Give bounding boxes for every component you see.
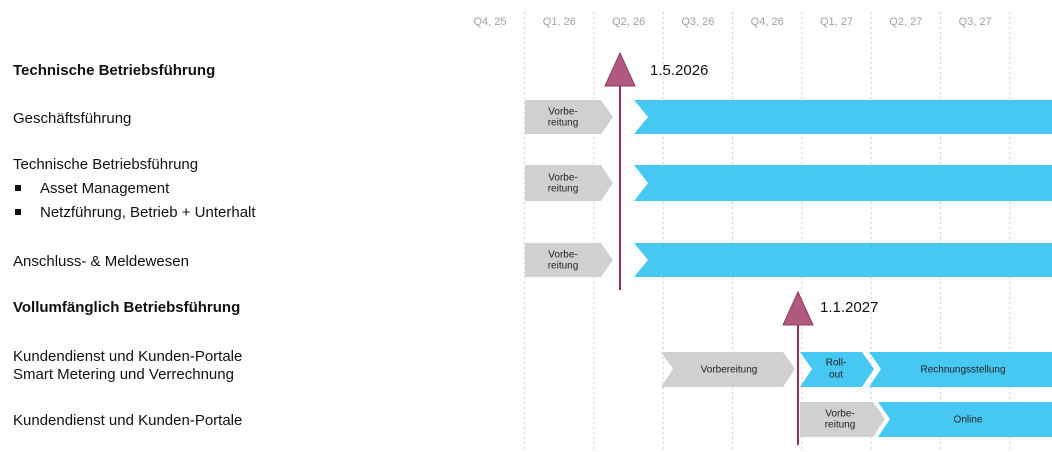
bar-label: reitung bbox=[825, 420, 856, 431]
row-label: Smart Metering und Verrechnung bbox=[13, 366, 234, 383]
row-bullet: Netzführung, Betrieb + Unterhalt bbox=[40, 204, 256, 221]
phase-bar bbox=[800, 352, 874, 387]
milestone-label: 1.1.2027 bbox=[820, 299, 878, 316]
section-label: Technische Betriebsführung bbox=[13, 62, 215, 79]
bar-label: Vorbereitung bbox=[701, 365, 758, 376]
bar-label: out bbox=[829, 370, 843, 381]
phase-bar bbox=[661, 352, 795, 387]
quarter-label: Q3, 27 bbox=[959, 16, 992, 28]
row-label: Geschäftsführung bbox=[13, 110, 131, 127]
bar-label: Vorbe- bbox=[548, 250, 577, 261]
quarter-label: Q4, 25 bbox=[473, 16, 506, 28]
quarter-label: Q2, 26 bbox=[612, 16, 645, 28]
quarter-label: Q1, 26 bbox=[543, 16, 576, 28]
bar-label: reitung bbox=[548, 118, 579, 129]
milestone-label: 1.5.2026 bbox=[650, 62, 708, 79]
milestone-marker bbox=[604, 51, 636, 87]
bullet bbox=[15, 209, 21, 215]
quarter-label: Q2, 27 bbox=[889, 16, 922, 28]
bullet bbox=[15, 185, 21, 191]
phase-bar bbox=[878, 402, 1052, 437]
phase-bar bbox=[525, 165, 613, 201]
bar-label: Vorbe- bbox=[825, 409, 854, 420]
phase-bar bbox=[869, 352, 1052, 387]
row-bullet: Asset Management bbox=[40, 180, 170, 197]
bar-label: Online bbox=[954, 415, 983, 426]
quarter-headers: Q4, 25 Q1, 26 Q2, 26 Q3, 26 Q4, 26 Q1, 27 Q2, … bbox=[473, 16, 991, 28]
quarter-label: Q4, 26 bbox=[751, 16, 784, 28]
milestone-marker bbox=[782, 290, 814, 326]
phase-bar bbox=[634, 100, 1052, 134]
section-label: Vollumfänglich Betriebsführung bbox=[13, 299, 240, 316]
phase-bar bbox=[800, 402, 885, 437]
row-label: Kundendienst und Kunden-Portale bbox=[13, 348, 242, 365]
bar-label: reitung bbox=[548, 184, 579, 195]
phase-bar bbox=[634, 243, 1052, 277]
bar-label: reitung bbox=[548, 261, 579, 272]
phase-bar bbox=[634, 165, 1052, 201]
row-label: Kundendienst und Kunden-Portale bbox=[13, 412, 242, 429]
bar-label: Vorbe- bbox=[548, 107, 577, 118]
row-label: Anschluss- & Meldewesen bbox=[13, 253, 189, 270]
phase-bar bbox=[525, 243, 613, 277]
row-label: Technische Betriebsführung bbox=[13, 156, 198, 173]
bar-label: Roll- bbox=[826, 358, 847, 369]
phase-bar bbox=[525, 100, 613, 134]
bar-label: Rechnungsstellung bbox=[920, 365, 1005, 376]
quarter-label: Q3, 26 bbox=[681, 16, 714, 28]
quarter-label: Q1, 27 bbox=[820, 16, 853, 28]
bar-label: Vorbe- bbox=[548, 173, 577, 184]
